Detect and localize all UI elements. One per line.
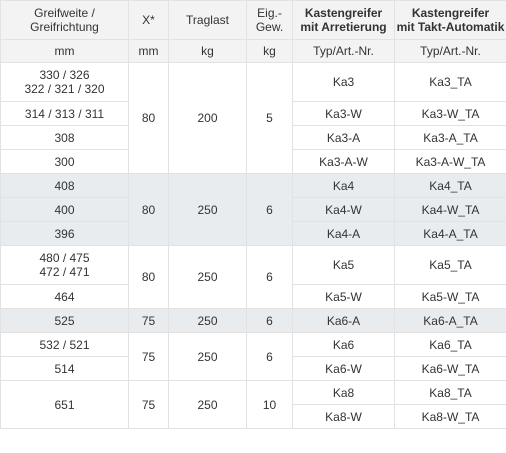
unit-greifweite: mm	[0, 39, 129, 63]
greifweite-cell: 532 / 521	[0, 332, 129, 357]
x-cell: 75	[128, 332, 169, 381]
gewicht-cell: 5	[246, 62, 293, 174]
table-row: 314 / 313 / 311 Ka3-W Ka3-W_TA	[0, 101, 506, 126]
table-row: 408 80 250 6 Ka4 Ka4_TA	[0, 173, 506, 246]
traglast-cell: 200	[168, 62, 247, 174]
header-kastengreifer-takt: Kastengreifer mit Takt-Automatik	[394, 0, 506, 40]
arretierung-cell: Ka8-W	[292, 404, 395, 429]
arretierung-cell: Ka8	[292, 380, 395, 405]
gewicht-cell: 6	[246, 308, 293, 333]
x-cell: 80	[128, 245, 169, 309]
traglast-cell: 250	[168, 245, 247, 309]
table-row: 514 Ka6-W Ka6-W_TA	[0, 356, 506, 381]
greifweite-cell: 525	[0, 308, 129, 333]
group-ka6-a: 525 75 250 6 Ka6-A Ka6-A_TA	[0, 308, 506, 333]
greifweite-cell: 464	[0, 284, 129, 309]
arretierung-cell: Ka5-W	[292, 284, 395, 309]
group-ka3: 330 / 326 322 / 321 / 320 80 200 5 Ka3 Ka…	[0, 62, 506, 174]
greifweite-cell: 651	[0, 380, 129, 429]
header-row: Greifweite / Greifrichtung X* Traglast Ei…	[0, 0, 506, 40]
x-cell: 75	[128, 308, 169, 333]
group-ka6: 532 / 521 75 250 6 Ka6 Ka6_TA 514 Ka6-W …	[0, 332, 506, 381]
x-cell: 75	[128, 380, 169, 429]
takt-cell: Ka4-W_TA	[394, 197, 506, 222]
unit-x: mm	[128, 39, 169, 63]
arretierung-cell: Ka3-A	[292, 125, 395, 150]
table-row: 400 Ka4-W Ka4-W_TA	[0, 197, 506, 222]
x-cell: 80	[128, 173, 169, 246]
units-row: mm mm kg kg Typ/Art.-Nr. Typ/Art.-Nr.	[0, 39, 506, 63]
arretierung-cell: Ka4-A	[292, 221, 395, 246]
unit-takt: Typ/Art.-Nr.	[394, 39, 506, 63]
takt-cell: Ka6-A_TA	[394, 308, 506, 333]
gewicht-cell: 6	[246, 245, 293, 309]
arretierung-cell: Ka4	[292, 173, 395, 198]
gripper-spec-table: Greifweite / Greifrichtung X* Traglast Ei…	[0, 0, 506, 429]
traglast-cell: 250	[168, 173, 247, 246]
takt-cell: Ka5_TA	[394, 245, 506, 285]
takt-cell: Ka5-W_TA	[394, 284, 506, 309]
gewicht-cell: 10	[246, 380, 293, 429]
greifweite-cell: 480 / 475 472 / 471	[0, 245, 129, 285]
takt-cell: Ka3-A_TA	[394, 125, 506, 150]
arretierung-cell: Ka6-A	[292, 308, 395, 333]
table-row: 308 Ka3-A Ka3-A_TA	[0, 125, 506, 150]
takt-cell: Ka3_TA	[394, 62, 506, 102]
unit-eigengewicht: kg	[246, 39, 293, 63]
arretierung-cell: Ka6-W	[292, 356, 395, 381]
table-row: 525 75 250 6 Ka6-A Ka6-A_TA	[0, 308, 506, 333]
takt-cell: Ka4-A_TA	[394, 221, 506, 246]
takt-cell: Ka3-W_TA	[394, 101, 506, 126]
group-ka4: 408 80 250 6 Ka4 Ka4_TA 400 Ka4-W Ka4-W_…	[0, 173, 506, 246]
takt-cell: Ka3-A-W_TA	[394, 149, 506, 174]
takt-cell: Ka8-W_TA	[394, 404, 506, 429]
greifweite-cell: 330 / 326 322 / 321 / 320	[0, 62, 129, 102]
gewicht-cell: 6	[246, 332, 293, 381]
traglast-cell: 250	[168, 308, 247, 333]
table-row: 300 Ka3-A-W Ka3-A-W_TA	[0, 149, 506, 174]
header-greifweite: Greifweite / Greifrichtung	[0, 0, 129, 40]
table-row: 396 Ka4-A Ka4-A_TA	[0, 221, 506, 246]
arretierung-cell: Ka5	[292, 245, 395, 285]
table-header: Greifweite / Greifrichtung X* Traglast Ei…	[0, 0, 506, 63]
x-cell: 80	[128, 62, 169, 174]
header-kastengreifer-arretierung: Kastengreifer mit Arretierung	[292, 0, 395, 40]
header-eigengewicht: Eig.- Gew.	[246, 0, 293, 40]
arretierung-cell: Ka3-W	[292, 101, 395, 126]
header-x: X*	[128, 0, 169, 40]
takt-cell: Ka8_TA	[394, 380, 506, 405]
arretierung-cell: Ka6	[292, 332, 395, 357]
greifweite-cell: 514	[0, 356, 129, 381]
unit-arretierung: Typ/Art.-Nr.	[292, 39, 395, 63]
traglast-cell: 250	[168, 380, 247, 429]
greifweite-cell: 396	[0, 221, 129, 246]
takt-cell: Ka4_TA	[394, 173, 506, 198]
table-row: Ka8-W Ka8-W_TA	[1, 404, 506, 429]
greifweite-cell: 400	[0, 197, 129, 222]
table-row: 480 / 475 472 / 471 80 250 6 Ka5 Ka5_TA	[0, 245, 506, 309]
takt-cell: Ka6_TA	[394, 332, 506, 357]
arretierung-cell: Ka3-A-W	[292, 149, 395, 174]
takt-cell: Ka6-W_TA	[394, 356, 506, 381]
greifweite-cell: 408	[0, 173, 129, 198]
arretierung-cell: Ka4-W	[292, 197, 395, 222]
greifweite-cell: 314 / 313 / 311	[0, 101, 129, 126]
header-traglast: Traglast	[168, 0, 247, 40]
greifweite-cell: 300	[0, 149, 129, 174]
group-ka5: 480 / 475 472 / 471 80 250 6 Ka5 Ka5_TA 4…	[0, 245, 506, 309]
table-row: 651 75 250 10 Ka8 Ka8_TA	[0, 380, 506, 429]
group-ka8: 651 75 250 10 Ka8 Ka8_TA Ka8-W Ka8-W_TA	[0, 380, 506, 429]
unit-traglast: kg	[168, 39, 247, 63]
table-row: 330 / 326 322 / 321 / 320 80 200 5 Ka3 Ka…	[0, 62, 506, 174]
traglast-cell: 250	[168, 332, 247, 381]
arretierung-cell: Ka3	[292, 62, 395, 102]
gewicht-cell: 6	[246, 173, 293, 246]
greifweite-cell: 308	[0, 125, 129, 150]
table-row: 532 / 521 75 250 6 Ka6 Ka6_TA	[0, 332, 506, 381]
